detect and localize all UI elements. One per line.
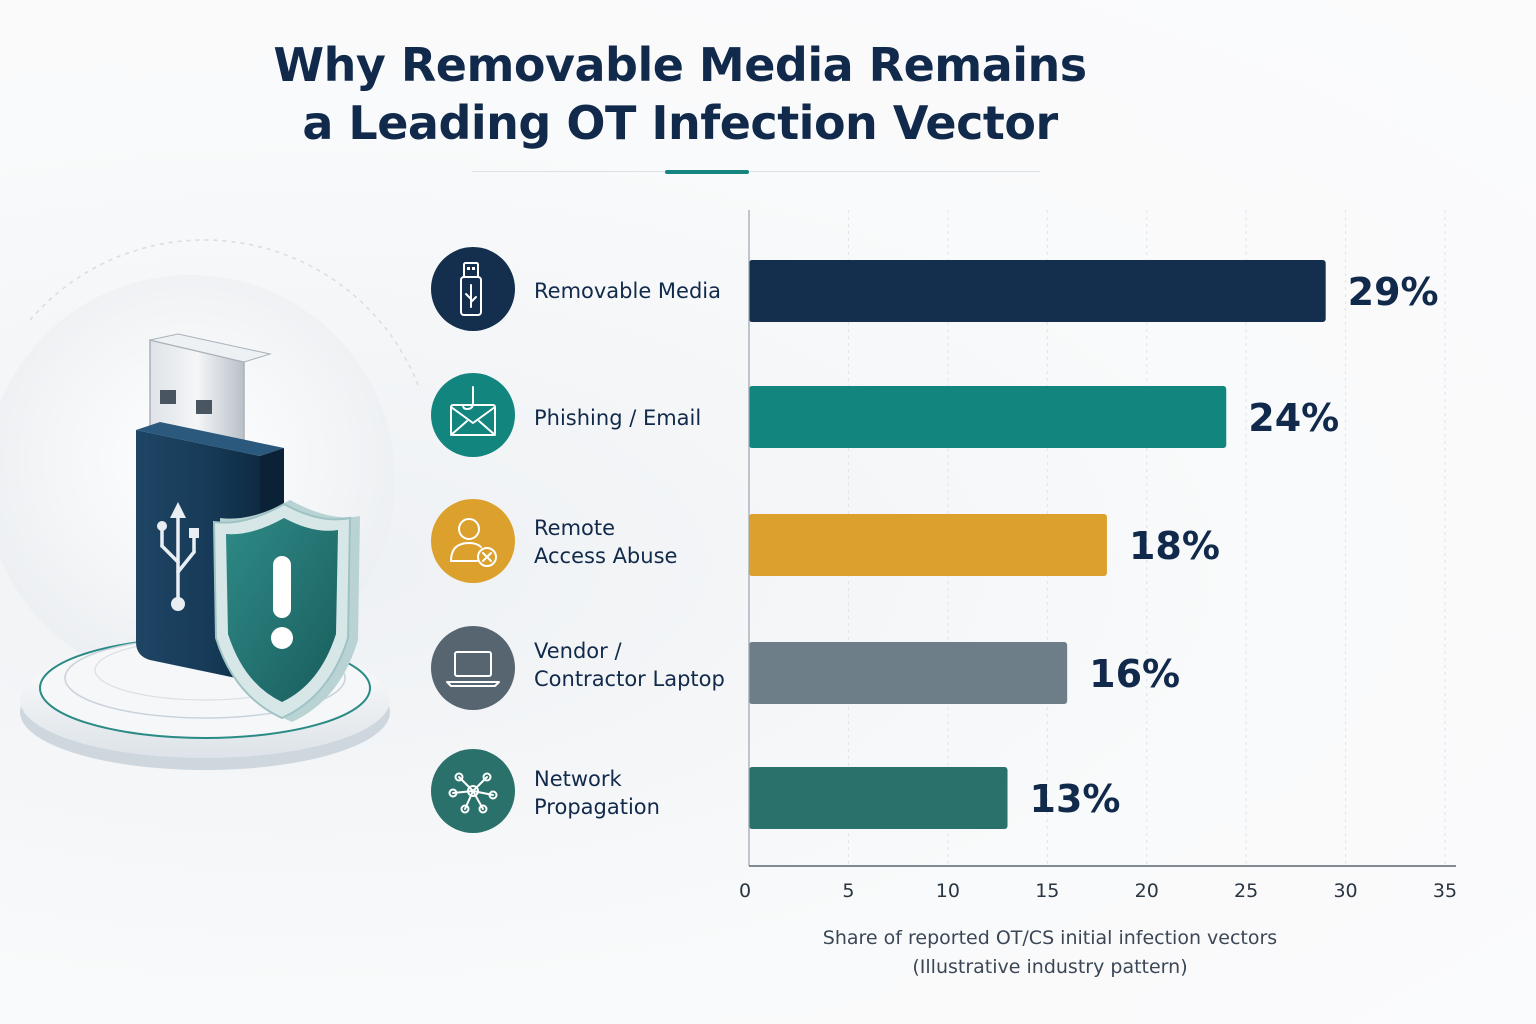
network-nodes-icon (431, 749, 515, 833)
title-accent-bar (665, 170, 749, 174)
axis-caption-line-1: Share of reported OT/CS initial infectio… (822, 927, 1278, 949)
row-label-phishing-email: Phishing / Email (534, 406, 702, 430)
bar-2 (749, 386, 1227, 448)
bar-5 (749, 767, 1008, 829)
x-tick-label-5: 5 (842, 880, 854, 902)
bar-value-label-5: 13% (1030, 777, 1121, 821)
bar-value-label-1: 29% (1348, 270, 1439, 314)
x-tick-label-30: 30 (1333, 880, 1357, 902)
x-tick-label-35: 35 (1433, 880, 1457, 902)
bar-1 (749, 260, 1326, 322)
usb-shield-illustration (0, 239, 421, 770)
row-label-remote-access-abuse: Remote Access Abuse (534, 516, 678, 568)
row-label-vendor-contractor-laptop: Vendor / Contractor Laptop (534, 639, 725, 691)
bar-3 (749, 514, 1107, 576)
bar-value-label-4: 16% (1089, 652, 1180, 696)
warning-shield (212, 500, 360, 722)
usb-drive-icon (431, 247, 515, 331)
x-tick-label-20: 20 (1135, 880, 1159, 902)
bar-value-label-3: 18% (1129, 524, 1220, 568)
x-tick-label-10: 10 (936, 880, 960, 902)
x-tick-label-15: 15 (1035, 880, 1059, 902)
x-tick-label-25: 25 (1234, 880, 1258, 902)
axis-caption: Share of reported OT/CS initial infectio… (760, 924, 1340, 982)
row-label-removable-media: Removable Media (534, 279, 722, 303)
page-title: Why Removable Media Remains a Leading OT… (250, 36, 1110, 152)
title-divider (472, 171, 1040, 172)
title-line-1: Why Removable Media Remains (273, 38, 1087, 92)
bar-4 (749, 642, 1068, 704)
x-tick-label-0: 0 (739, 880, 751, 902)
laptop-icon (431, 626, 515, 710)
row-label-network-propagation: Network Propagation (534, 767, 660, 819)
title-line-2: a Leading OT Infection Vector (302, 96, 1058, 150)
bar-value-label-2: 24% (1248, 396, 1339, 440)
remote-user-icon (431, 499, 515, 583)
phishing-email-icon (431, 373, 515, 457)
axis-caption-line-2: (Illustrative industry pattern) (912, 956, 1188, 978)
